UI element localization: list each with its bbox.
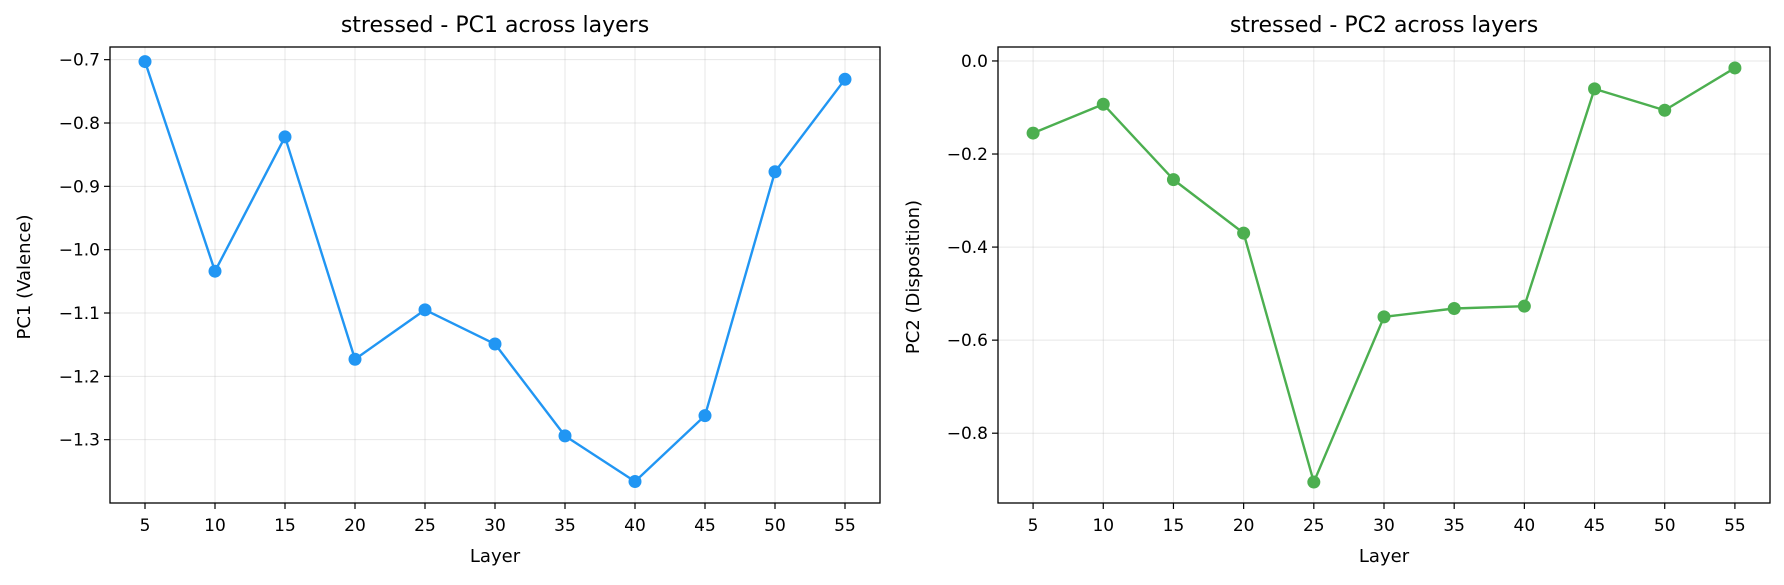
x-tick-label: 45 bbox=[1584, 516, 1606, 536]
plot-frame bbox=[997, 46, 1771, 504]
x-tick-label: 15 bbox=[274, 516, 296, 536]
data-point bbox=[1166, 173, 1180, 187]
y-axis-label: PC1 (Valence) bbox=[14, 214, 35, 339]
data-point bbox=[1377, 310, 1391, 324]
x-tick-label: 35 bbox=[1443, 516, 1465, 536]
y-tick-label: −0.2 bbox=[947, 145, 988, 165]
x-tick-label: 25 bbox=[414, 516, 436, 536]
data-point bbox=[1658, 103, 1672, 117]
x-axis-label: Layer bbox=[1359, 546, 1410, 567]
x-tick-label: 50 bbox=[764, 516, 786, 536]
x-tick-label: 40 bbox=[624, 516, 646, 536]
x-tick-label: 55 bbox=[834, 516, 856, 536]
data-point bbox=[1517, 299, 1531, 313]
data-point bbox=[1026, 126, 1040, 140]
data-point bbox=[348, 352, 362, 366]
data-point bbox=[1588, 82, 1602, 96]
x-tick-label: 30 bbox=[1373, 516, 1395, 536]
series bbox=[1026, 61, 1742, 489]
y-tick-label: −1.2 bbox=[59, 367, 100, 387]
grid bbox=[998, 47, 1770, 503]
x-tick-label: 45 bbox=[694, 516, 716, 536]
plot-frame bbox=[109, 46, 881, 504]
y-tick-label: −1.0 bbox=[59, 241, 100, 261]
x-tick-label: 50 bbox=[1654, 516, 1676, 536]
y-axis: −0.7 −0.8 −0.9 −1.0 −1.1 −1.2 −1.3 bbox=[59, 51, 110, 451]
y-tick-label: −0.4 bbox=[947, 238, 988, 258]
x-axis: 5 10 15 20 25 30 35 40 45 50 55 bbox=[1028, 503, 1746, 536]
data-point bbox=[208, 264, 222, 278]
data-point bbox=[1096, 97, 1110, 111]
x-tick-label: 55 bbox=[1724, 516, 1746, 536]
data-point bbox=[1447, 302, 1461, 316]
data-point bbox=[698, 409, 712, 423]
series bbox=[138, 55, 852, 488]
y-tick-label: −1.3 bbox=[59, 431, 100, 451]
data-point bbox=[1237, 226, 1251, 240]
x-tick-label: 20 bbox=[1233, 516, 1255, 536]
y-tick-label: −0.6 bbox=[947, 331, 988, 351]
y-tick-label: −0.9 bbox=[59, 177, 100, 197]
x-tick-label: 10 bbox=[204, 516, 226, 536]
y-tick-label: −1.1 bbox=[59, 304, 100, 324]
data-point bbox=[1307, 475, 1321, 489]
x-tick-label: 25 bbox=[1303, 516, 1325, 536]
x-tick-label: 10 bbox=[1092, 516, 1114, 536]
x-tick-label: 5 bbox=[140, 516, 151, 536]
x-tick-label: 40 bbox=[1514, 516, 1536, 536]
y-tick-label: −0.8 bbox=[947, 424, 988, 444]
x-tick-label: 20 bbox=[344, 516, 366, 536]
chart-title: stressed - PC2 across layers bbox=[1230, 13, 1538, 38]
x-axis: 5 10 15 20 25 30 35 40 45 50 55 bbox=[140, 503, 856, 536]
data-point bbox=[838, 72, 852, 86]
chart-title: stressed - PC1 across layers bbox=[341, 13, 649, 38]
y-axis-label: PC2 (Disposition) bbox=[903, 200, 924, 354]
y-tick-label: −0.7 bbox=[59, 51, 100, 71]
data-point bbox=[488, 337, 502, 351]
grid bbox=[110, 47, 880, 503]
x-tick-label: 35 bbox=[554, 516, 576, 536]
y-tick-label: 0.0 bbox=[961, 52, 988, 72]
data-point bbox=[1728, 61, 1742, 75]
y-tick-label: −0.8 bbox=[59, 114, 100, 134]
y-axis: 0.0 −0.2 −0.4 −0.6 −0.8 bbox=[947, 52, 998, 444]
panel-pc1: stressed - PC1 across layers Layer PC1 (… bbox=[14, 13, 881, 567]
x-tick-label: 5 bbox=[1028, 516, 1039, 536]
panel-pc2: stressed - PC2 across layers Layer PC2 (… bbox=[903, 13, 1771, 567]
x-tick-label: 15 bbox=[1163, 516, 1185, 536]
data-point bbox=[278, 130, 292, 144]
x-axis-label: Layer bbox=[470, 546, 521, 567]
data-point bbox=[418, 303, 432, 317]
data-point bbox=[558, 429, 572, 443]
data-point bbox=[628, 474, 642, 488]
data-point bbox=[768, 165, 782, 179]
data-point bbox=[138, 55, 152, 69]
x-tick-label: 30 bbox=[484, 516, 506, 536]
